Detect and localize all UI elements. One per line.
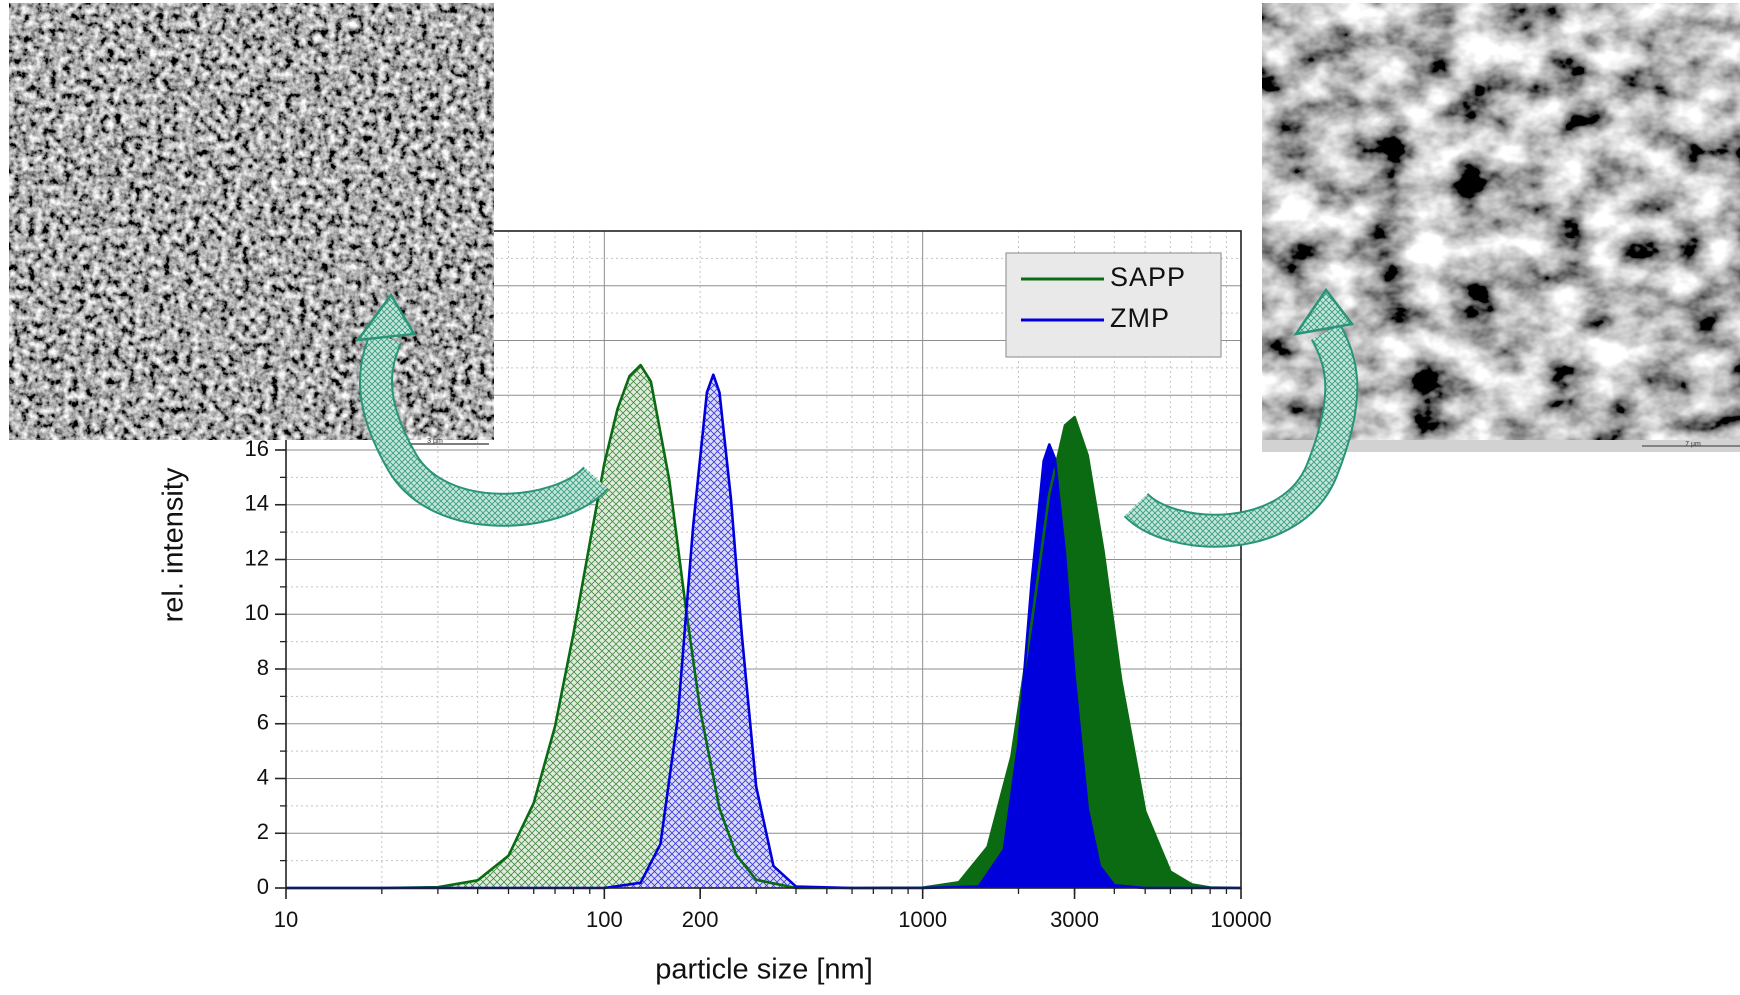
x-tick-label: 100 — [586, 907, 623, 932]
legend-label: ZMP — [1110, 303, 1170, 333]
x-tick-label: 10 — [274, 907, 298, 932]
arrow-left — [355, 292, 609, 527]
x-tick-label: 10000 — [1210, 907, 1271, 932]
x-axis-title: particle size [nm] — [655, 954, 873, 986]
y-tick-label: 4 — [257, 764, 269, 789]
info-strip — [1262, 440, 1740, 452]
scale-label: 7 µm — [1685, 441, 1701, 448]
scale-label: 3 µm — [427, 438, 443, 445]
arrow-right — [1123, 287, 1359, 548]
y-tick-label: 0 — [257, 874, 269, 899]
arrow-head — [1293, 287, 1355, 336]
legend: SAPP ZMP — [1005, 252, 1222, 358]
x-tick-label: 1000 — [898, 907, 947, 932]
y-tick-label: 2 — [257, 819, 269, 844]
y-tick-label: 6 — [257, 710, 269, 735]
legend-box — [1005, 252, 1222, 358]
line — [286, 363, 1242, 890]
sem-texture — [9, 3, 494, 440]
legend-label: SAPP — [1110, 262, 1186, 292]
area — [604, 374, 852, 888]
y-tick-label: 12 — [245, 545, 269, 570]
arrow-head — [355, 292, 417, 342]
area — [922, 444, 1146, 888]
arrow-body — [361, 331, 608, 525]
sem-image-left: 3 µm — [9, 3, 494, 445]
arrow-body — [1125, 324, 1357, 546]
x-tick-label: 200 — [682, 907, 719, 932]
y-axis-title: rel. intensity — [158, 467, 190, 622]
x-tick-label: 3000 — [1050, 907, 1099, 932]
y-tick-label: 10 — [245, 600, 269, 625]
plot: 0246810121416182022241010020010003000100… — [245, 217, 1272, 932]
y-tick-label: 8 — [257, 655, 269, 680]
y-tick-label: 14 — [245, 491, 269, 516]
